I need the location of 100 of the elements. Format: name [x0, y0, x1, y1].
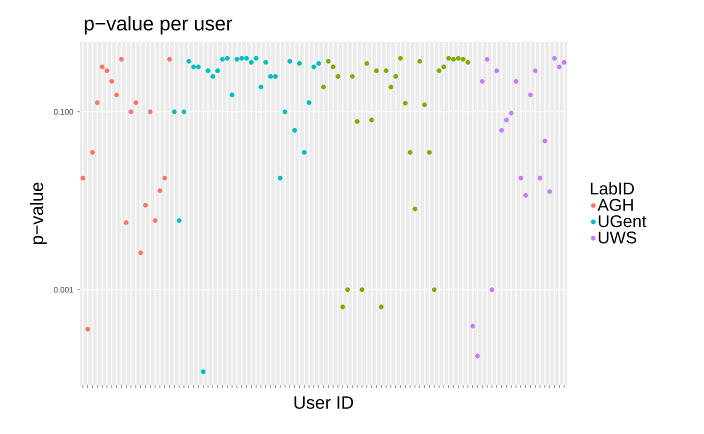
- chart-title: p−value per user: [84, 16, 232, 34]
- point: [157, 188, 162, 194]
- point: [532, 68, 538, 74]
- point: [311, 64, 316, 70]
- point: [336, 74, 340, 79]
- point: [562, 60, 567, 65]
- point: [360, 287, 364, 292]
- point: [148, 109, 153, 114]
- point: [451, 56, 456, 62]
- point: [292, 128, 298, 133]
- point: [460, 56, 466, 62]
- point: [210, 74, 216, 79]
- point: [508, 110, 514, 116]
- point: [388, 84, 394, 90]
- point: [412, 206, 418, 212]
- point: [514, 78, 518, 84]
- point: [104, 68, 110, 74]
- point: [528, 92, 533, 98]
- legend-title: LabID: [590, 182, 634, 195]
- legend-label: UWS: [598, 232, 636, 244]
- point: [230, 92, 234, 98]
- point: [547, 189, 552, 194]
- point: [282, 109, 288, 114]
- point: [254, 56, 259, 61]
- point: [490, 287, 494, 292]
- point: [340, 304, 346, 310]
- point: [272, 74, 278, 79]
- point: [182, 109, 186, 114]
- point: [446, 56, 452, 61]
- point: [244, 56, 249, 61]
- point: [326, 58, 331, 64]
- point: [542, 138, 548, 144]
- point: [364, 61, 370, 66]
- point: [422, 102, 427, 108]
- point: [186, 58, 192, 64]
- point: [263, 60, 268, 65]
- point: [321, 84, 326, 90]
- point: [345, 287, 350, 292]
- point: [94, 100, 100, 106]
- point: [152, 218, 158, 223]
- point: [354, 119, 360, 124]
- point: [215, 68, 220, 74]
- point: [426, 150, 432, 155]
- point: [441, 64, 446, 70]
- point: [393, 74, 398, 79]
- point: [138, 250, 144, 256]
- point: [518, 176, 524, 180]
- point: [196, 64, 201, 70]
- point: [167, 56, 172, 62]
- y-axis-title: p−value: [30, 182, 47, 244]
- point: [480, 78, 485, 84]
- point: [494, 68, 500, 74]
- point: [118, 56, 124, 62]
- point: [297, 61, 302, 66]
- x-axis-title: User ID: [294, 396, 354, 409]
- point: [523, 193, 528, 198]
- point: [350, 74, 355, 79]
- point: [302, 150, 307, 155]
- point: [128, 109, 134, 114]
- point: [470, 324, 476, 329]
- point: [499, 128, 504, 133]
- point: [109, 78, 114, 84]
- point: [114, 92, 119, 98]
- point: [268, 74, 273, 79]
- point: [374, 68, 379, 74]
- point: [432, 287, 437, 292]
- point: [378, 304, 384, 310]
- point: [172, 109, 177, 114]
- point: [100, 64, 105, 70]
- point: [408, 150, 413, 155]
- point: [484, 56, 490, 62]
- point: [258, 84, 264, 90]
- point: [224, 56, 230, 61]
- point: [90, 150, 95, 155]
- point: [556, 64, 562, 70]
- legend-label: UGent: [598, 215, 646, 228]
- point: [465, 60, 470, 65]
- point: [176, 218, 182, 223]
- point: [80, 176, 86, 180]
- point: [239, 56, 244, 61]
- point: [384, 68, 388, 74]
- point: [191, 64, 196, 70]
- point: [417, 58, 422, 64]
- point: [504, 118, 509, 122]
- point: [248, 60, 254, 65]
- point: [143, 202, 148, 208]
- point: [369, 118, 374, 122]
- point: [200, 369, 206, 374]
- point: [278, 176, 283, 180]
- point: [316, 61, 322, 66]
- legend-label: AGH: [598, 198, 633, 211]
- point: [85, 326, 90, 332]
- point: [552, 56, 557, 61]
- point: [402, 100, 408, 106]
- point: [124, 220, 129, 225]
- point: [133, 100, 138, 106]
- point: [398, 56, 403, 61]
- point: [234, 56, 240, 62]
- point: [456, 56, 461, 61]
- point: [220, 56, 225, 62]
